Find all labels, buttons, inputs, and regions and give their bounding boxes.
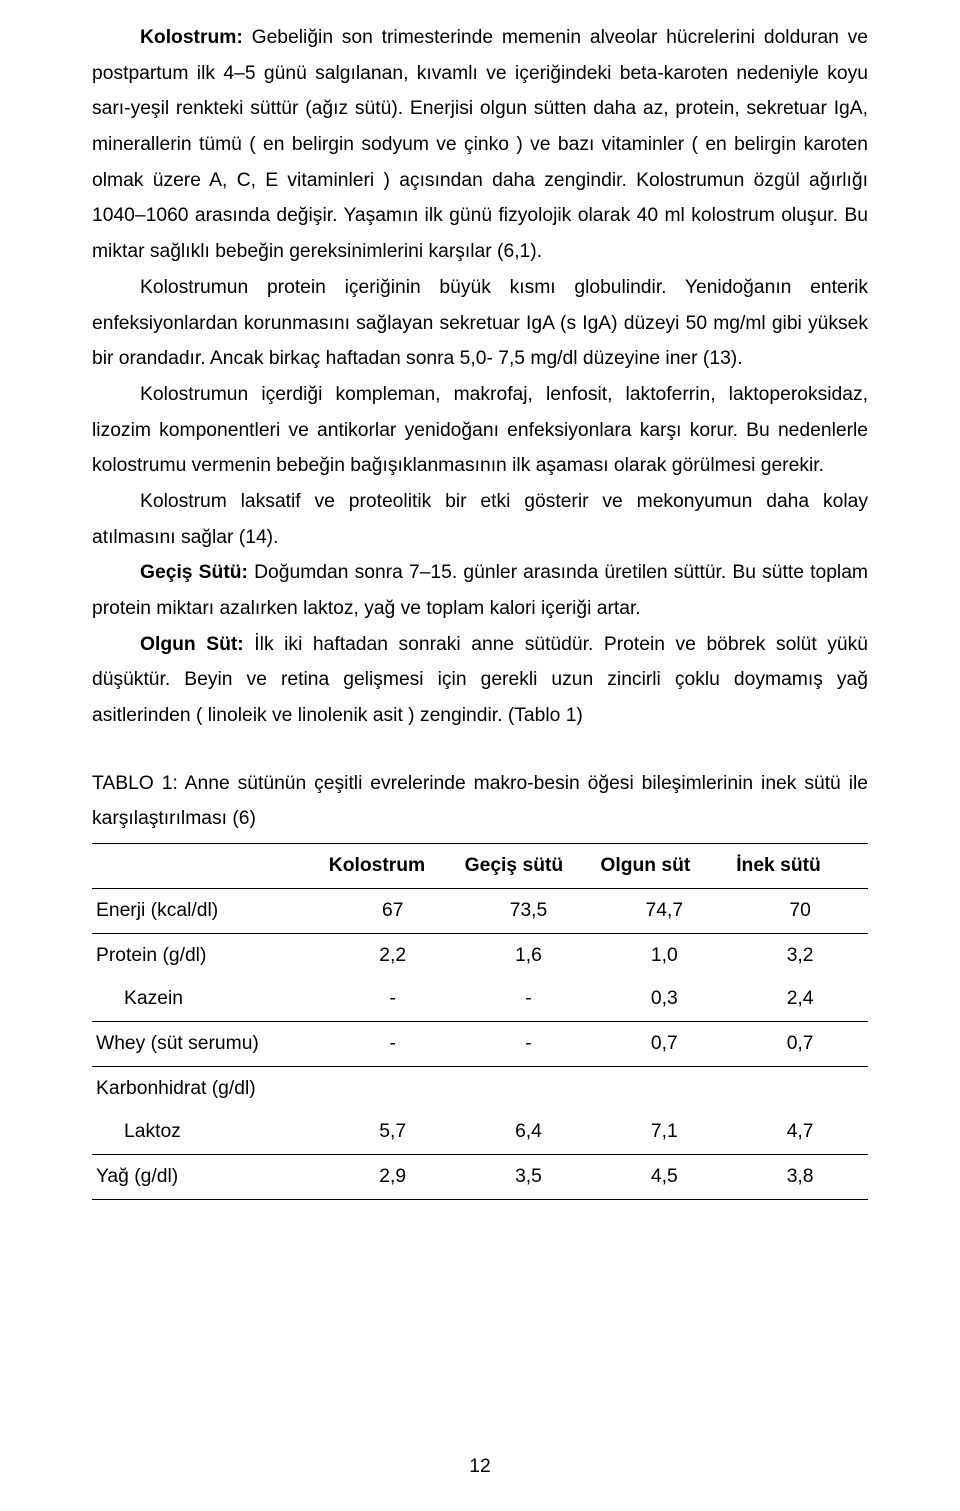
kolostrum-body: Gebeliğin son trimesterinde memenin alve… xyxy=(92,27,868,262)
table-cell-label: Enerji (kcal/dl) xyxy=(92,888,325,933)
table-cell-label: Karbonhidrat (g/dl) xyxy=(92,1066,325,1110)
table-cell-value: 7,1 xyxy=(596,1110,732,1154)
paragraph-gecis-sutu: Geçiş Sütü: Doğumdan sonra 7–15. günler … xyxy=(92,555,868,626)
table-cell-value xyxy=(461,1066,597,1110)
paragraph-kompleman: Kolostrumun içerdiği kompleman, makrofaj… xyxy=(92,377,868,484)
table-header-olgun: Olgun süt xyxy=(596,844,732,889)
table-cell-value: - xyxy=(325,1021,461,1066)
table-cell-value: 3,8 xyxy=(732,1154,868,1199)
table-cell-value: 67 xyxy=(325,888,461,933)
kolostrum-heading: Kolostrum: xyxy=(140,27,243,48)
table-cell-value: - xyxy=(325,977,461,1021)
table-cell-value: 0,7 xyxy=(732,1021,868,1066)
table-body: Enerji (kcal/dl)6773,574,770Protein (g/d… xyxy=(92,888,868,1199)
olgun-sut-heading: Olgun Süt: xyxy=(140,634,244,655)
table-row: Laktoz5,76,47,14,7 xyxy=(92,1110,868,1154)
table-header-row: Kolostrum Geçiş sütü Olgun süt İnek sütü xyxy=(92,844,868,889)
table-row: Enerji (kcal/dl)6773,574,770 xyxy=(92,888,868,933)
table-cell-value: 5,7 xyxy=(325,1110,461,1154)
table-row: Karbonhidrat (g/dl) xyxy=(92,1066,868,1110)
table-cell-value: - xyxy=(461,977,597,1021)
table-header-gecis: Geçiş sütü xyxy=(461,844,597,889)
table-cell-label: Laktoz xyxy=(92,1110,325,1154)
table-cell-value: 70 xyxy=(732,888,868,933)
table-cell-value: 2,4 xyxy=(732,977,868,1021)
table-cell-value: - xyxy=(461,1021,597,1066)
table-caption-text: TABLO 1: Anne sütünün çeşitli evrelerind… xyxy=(92,773,868,830)
table-cell-value: 74,7 xyxy=(596,888,732,933)
table-cell-value: 3,5 xyxy=(461,1154,597,1199)
table-cell-value: 3,2 xyxy=(732,933,868,977)
paragraph-kompleman-text: Kolostrumun içerdiği kompleman, makrofaj… xyxy=(92,384,868,476)
page-number: 12 xyxy=(0,1449,960,1485)
table-cell-value: 0,7 xyxy=(596,1021,732,1066)
paragraph-laksatif-text: Kolostrum laksatif ve proteolitik bir et… xyxy=(92,491,868,548)
table-cell-label: Protein (g/dl) xyxy=(92,933,325,977)
gecis-sutu-heading: Geçiş Sütü: xyxy=(140,562,248,583)
paragraph-olgun-sut: Olgun Süt: İlk iki haftadan sonraki anne… xyxy=(92,627,868,734)
table-cell-value: 4,5 xyxy=(596,1154,732,1199)
table-cell-value xyxy=(732,1066,868,1110)
table-cell-value: 1,6 xyxy=(461,933,597,977)
table-row: Protein (g/dl)2,21,61,03,2 xyxy=(92,933,868,977)
table-cell-label: Kazein xyxy=(92,977,325,1021)
paragraph-protein: Kolostrumun protein içeriğinin büyük kıs… xyxy=(92,270,868,377)
table-cell-value: 6,4 xyxy=(461,1110,597,1154)
table-row: Yağ (g/dl)2,93,54,53,8 xyxy=(92,1154,868,1199)
table-cell-value xyxy=(325,1066,461,1110)
table-cell-value: 1,0 xyxy=(596,933,732,977)
table-row: Kazein--0,32,4 xyxy=(92,977,868,1021)
paragraph-kolostrum: Kolostrum: Gebeliğin son trimesterinde m… xyxy=(92,20,868,270)
table-row: Whey (süt serumu)--0,70,7 xyxy=(92,1021,868,1066)
table-cell-value: 2,2 xyxy=(325,933,461,977)
table-cell-value: 73,5 xyxy=(461,888,597,933)
table-cell-value: 4,7 xyxy=(732,1110,868,1154)
paragraph-laksatif: Kolostrum laksatif ve proteolitik bir et… xyxy=(92,484,868,555)
table-caption: TABLO 1: Anne sütünün çeşitli evrelerind… xyxy=(92,766,868,837)
table-header-blank xyxy=(92,844,325,889)
table-cell-value: 0,3 xyxy=(596,977,732,1021)
table-cell-value xyxy=(596,1066,732,1110)
table-header-kolostrum: Kolostrum xyxy=(325,844,461,889)
composition-table: Kolostrum Geçiş sütü Olgun süt İnek sütü… xyxy=(92,843,868,1200)
table-header-inek: İnek sütü xyxy=(732,844,868,889)
table-cell-label: Whey (süt serumu) xyxy=(92,1021,325,1066)
document-page: Kolostrum: Gebeliğin son trimesterinde m… xyxy=(0,0,960,1511)
table-cell-label: Yağ (g/dl) xyxy=(92,1154,325,1199)
paragraph-protein-text: Kolostrumun protein içeriğinin büyük kıs… xyxy=(92,277,868,369)
table-cell-value: 2,9 xyxy=(325,1154,461,1199)
